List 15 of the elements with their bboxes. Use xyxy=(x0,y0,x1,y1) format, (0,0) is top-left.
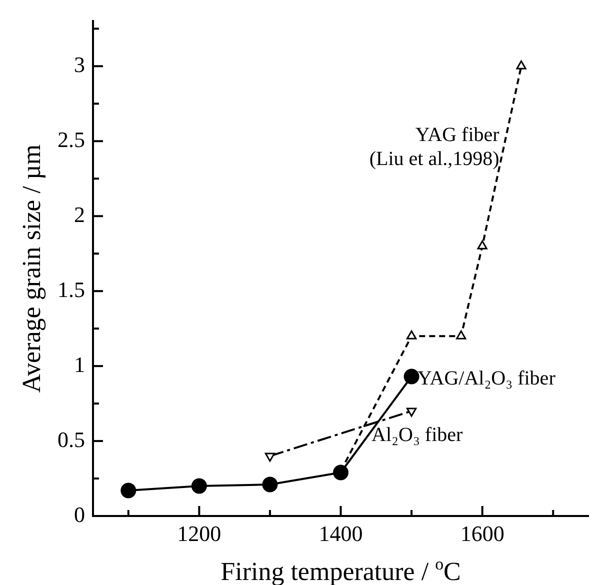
x-tick-label: 1600 xyxy=(460,520,504,546)
series-label: Al₂O₃ fiber xyxy=(372,424,464,446)
y-tick-label: 2 xyxy=(74,202,85,227)
series-label: YAG fiber xyxy=(415,124,500,146)
series-label: YAG/Al₂O₃ fiber xyxy=(418,368,556,390)
y-axis-title: Average grain size / µm xyxy=(17,144,46,393)
x-tick-label: 1400 xyxy=(318,520,363,546)
y-tick-label: 1 xyxy=(74,352,85,377)
x-tick-label: 1200 xyxy=(177,520,222,546)
y-tick-label: 0.5 xyxy=(58,426,85,452)
annotation: (Liu et al.,1998) xyxy=(369,148,500,170)
y-tick-label: 0 xyxy=(74,502,85,527)
y-tick-label: 3 xyxy=(74,52,85,77)
y-tick-label: 1.5 xyxy=(58,276,85,302)
y-tick-label: 2.5 xyxy=(58,126,85,152)
